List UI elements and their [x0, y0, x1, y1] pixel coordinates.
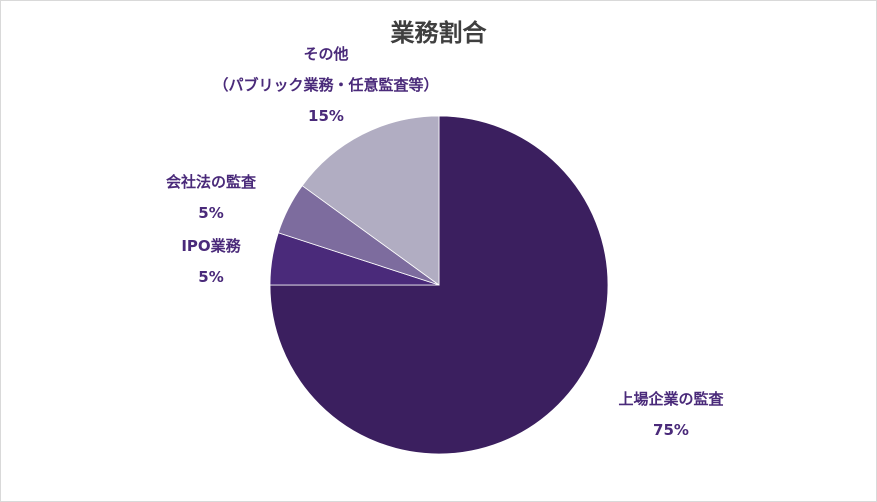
- slice-label-text: IPO業務: [181, 237, 241, 255]
- slice-label-text: 上場企業の監査: [618, 390, 724, 408]
- pie-slice-other: [301, 115, 440, 286]
- slice-percent: 5%: [198, 268, 224, 286]
- slice-percent: 5%: [198, 204, 224, 222]
- chart-title: 業務割合: [390, 19, 487, 47]
- slice-percent: 15%: [308, 107, 344, 125]
- slice-sublabel: （パブリック業務・任意監査等）: [213, 76, 439, 94]
- slice-label-text: その他: [303, 45, 349, 63]
- slice-label-listed-company-audit: 上場企業の監査 75%: [581, 384, 761, 446]
- slice-label-other: その他 （パブリック業務・任意監査等） 15%: [191, 39, 461, 132]
- pie-slice-listed-company-audit: [269, 115, 609, 455]
- slice-percent: 75%: [653, 421, 689, 439]
- slice-label-ipo: IPO業務 5%: [141, 231, 281, 293]
- slice-label-company-law-audit: 会社法の監査 5%: [131, 167, 291, 229]
- slice-label-text: 会社法の監査: [165, 173, 256, 191]
